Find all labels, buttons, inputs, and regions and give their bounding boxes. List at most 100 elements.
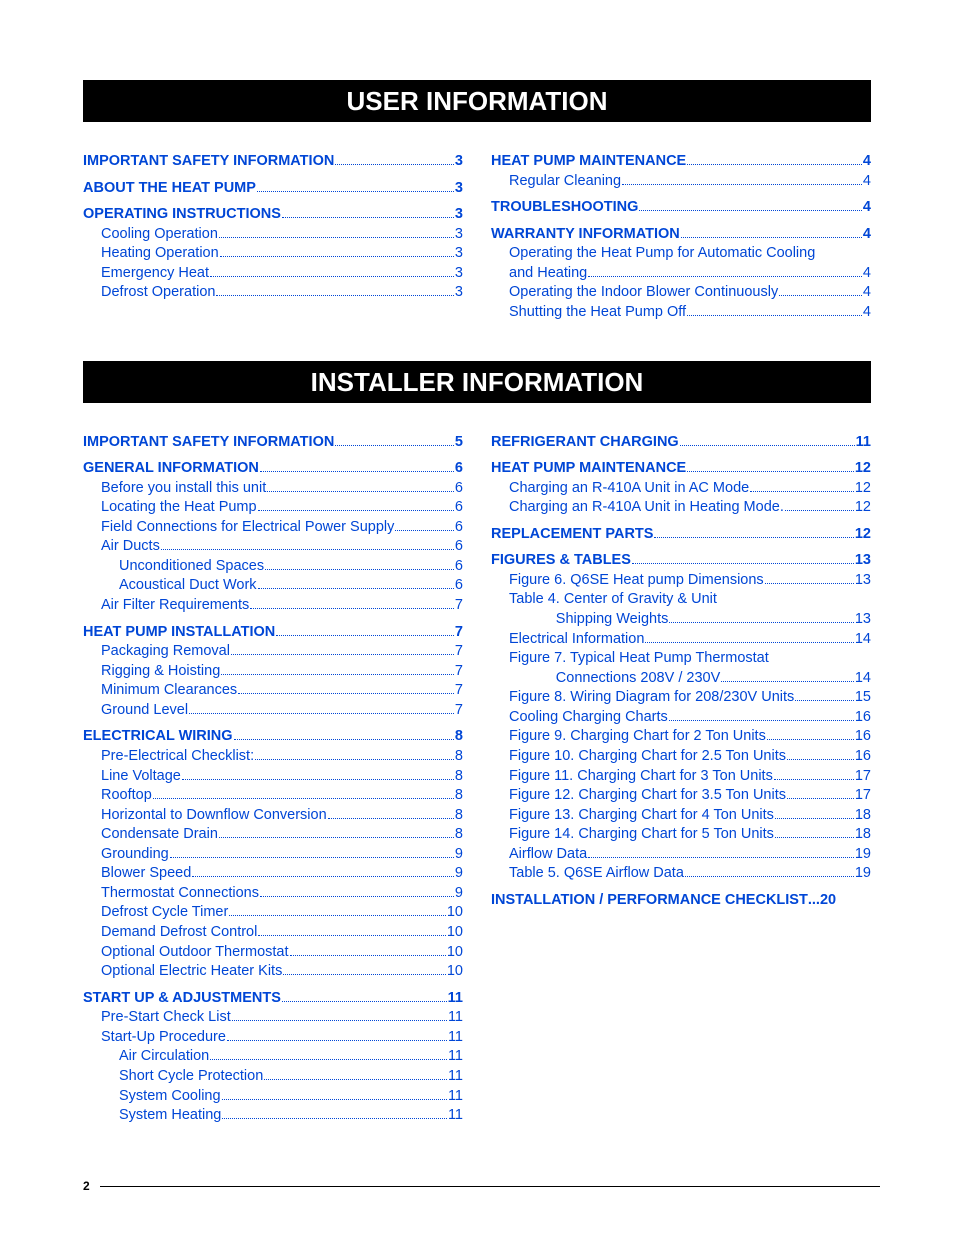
toc-entry[interactable]: System Cooling11 <box>83 1087 463 1107</box>
toc-entry[interactable]: Pre-Electrical Checklist:8 <box>83 747 463 767</box>
toc-entry[interactable]: Horizontal to Downflow Conversion8 <box>83 806 463 826</box>
toc-entry[interactable]: FIGURES & TABLES13 <box>491 551 871 571</box>
toc-entry[interactable]: HEAT PUMP INSTALLATION7 <box>83 623 463 643</box>
toc-entry[interactable]: Air Filter Requirements7 <box>83 596 463 616</box>
toc-entry[interactable]: Locating the Heat Pump6 <box>83 498 463 518</box>
toc-leader <box>219 237 454 238</box>
toc-page: 8 <box>455 825 463 845</box>
toc-entry[interactable]: Figure 13. Charging Chart for 4 Ton Unit… <box>491 806 871 826</box>
toc-entry[interactable]: Operating the Indoor Blower Continuously… <box>491 283 871 303</box>
toc-leader <box>276 635 454 636</box>
toc-entry[interactable]: Figure 10. Charging Chart for 2.5 Ton Un… <box>491 747 871 767</box>
toc-entry[interactable]: ELECTRICAL WIRING8 <box>83 727 463 747</box>
toc-leader <box>654 537 853 538</box>
toc-entry[interactable]: Figure 8. Wiring Diagram for 208/230V Un… <box>491 688 871 708</box>
toc-entry[interactable]: IMPORTANT SAFETY INFORMATION5 <box>83 433 463 453</box>
toc-entry[interactable]: Rigging & Hoisting7 <box>83 662 463 682</box>
toc-page: 4 <box>863 303 871 323</box>
toc-entry[interactable]: Heating Operation3 <box>83 244 463 264</box>
toc-page: 9 <box>455 845 463 865</box>
toc-entry[interactable]: START UP & ADJUSTMENTS11 <box>83 989 463 1009</box>
toc-page: 8 <box>455 767 463 787</box>
toc-label: Heating Operation <box>101 244 219 264</box>
toc-entry[interactable]: Figure 7. Typical Heat Pump ThermostatCo… <box>491 649 871 688</box>
toc-label: OPERATING INSTRUCTIONS <box>83 205 281 225</box>
toc-entry[interactable]: Cooling Charging Charts16 <box>491 708 871 728</box>
toc-entry[interactable]: IMPORTANT SAFETY INFORMATION3 <box>83 152 463 172</box>
toc-entry[interactable]: Figure 12. Charging Chart for 3.5 Ton Un… <box>491 786 871 806</box>
toc-label: Operating the Indoor Blower Continuously <box>509 283 778 303</box>
toc-entry[interactable]: Operating the Heat Pump for Automatic Co… <box>491 244 871 283</box>
toc-page: 16 <box>855 727 871 747</box>
toc-entry[interactable]: Air Circulation11 <box>83 1047 463 1067</box>
toc-entry[interactable]: Emergency Heat3 <box>83 264 463 284</box>
toc-entry[interactable]: Figure 9. Charging Chart for 2 Ton Units… <box>491 727 871 747</box>
toc-entry[interactable]: Minimum Clearances7 <box>83 681 463 701</box>
toc-entry[interactable]: Grounding9 <box>83 845 463 865</box>
toc-page: 3 <box>455 264 463 284</box>
toc-entry[interactable]: Field Connections for Electrical Power S… <box>83 518 463 538</box>
toc-entry[interactable]: Defrost Operation3 <box>83 283 463 303</box>
toc-leader <box>264 1079 447 1080</box>
toc-page: 11 <box>448 1047 463 1067</box>
toc-label: Operating the Heat Pump for Automatic Co… <box>509 244 815 264</box>
toc-entry[interactable]: REPLACEMENT PARTS12 <box>491 525 871 545</box>
toc-entry[interactable]: Blower Speed9 <box>83 864 463 884</box>
toc-label: REPLACEMENT PARTS <box>491 525 653 545</box>
toc-entry[interactable]: Short Cycle Protection11 <box>83 1067 463 1087</box>
toc-entry[interactable]: Airflow Data19 <box>491 845 871 865</box>
toc-entry[interactable]: WARRANTY INFORMATION4 <box>491 225 871 245</box>
toc-entry[interactable]: Acoustical Duct Work6 <box>83 576 463 596</box>
toc-entry[interactable]: Thermostat Connections9 <box>83 884 463 904</box>
toc-leader <box>216 295 453 296</box>
toc-gap <box>83 720 463 727</box>
toc-entry[interactable]: Shutting the Heat Pump Off4 <box>491 303 871 323</box>
toc-entry[interactable]: Packaging Removal7 <box>83 642 463 662</box>
toc-entry[interactable]: INSTALLATION / PERFORMANCE CHECKLIST ...… <box>491 891 871 911</box>
toc-page: 11 <box>448 1008 463 1028</box>
toc-entry[interactable]: Figure 11. Charging Chart for 3 Ton Unit… <box>491 767 871 787</box>
toc-entry[interactable]: Charging an R-410A Unit in Heating Mode.… <box>491 498 871 518</box>
toc-entry[interactable]: Line Voltage8 <box>83 767 463 787</box>
toc-entry[interactable]: Figure 14. Charging Chart for 5 Ton Unit… <box>491 825 871 845</box>
toc-page: 9 <box>455 864 463 884</box>
toc-entry[interactable]: Defrost Cycle Timer10 <box>83 903 463 923</box>
toc-page: 18 <box>855 825 871 845</box>
toc-entry[interactable]: Start-Up Procedure11 <box>83 1028 463 1048</box>
toc-entry[interactable]: TROUBLESHOOTING4 <box>491 198 871 218</box>
toc-entry[interactable]: Optional Electric Heater Kits10 <box>83 962 463 982</box>
toc-entry[interactable]: Figure 6. Q6SE Heat pump Dimensions13 <box>491 571 871 591</box>
toc-leader <box>588 857 854 858</box>
toc-entry[interactable]: Electrical Information14 <box>491 630 871 650</box>
toc-page: 4 <box>863 225 871 245</box>
toc-entry[interactable]: Rooftop8 <box>83 786 463 806</box>
toc-entry[interactable]: Air Ducts6 <box>83 537 463 557</box>
toc-page: 16 <box>855 708 871 728</box>
toc-entry[interactable]: Regular Cleaning4 <box>491 172 871 192</box>
toc-leader <box>290 955 446 956</box>
toc-entry[interactable]: System Heating11 <box>83 1106 463 1126</box>
toc-entry[interactable]: Charging an R-410A Unit in AC Mode12 <box>491 479 871 499</box>
toc-entry[interactable]: HEAT PUMP MAINTENANCE12 <box>491 459 871 479</box>
toc-page: 6 <box>455 557 463 577</box>
toc-label: Packaging Removal <box>101 642 230 662</box>
toc-entry[interactable]: Ground Level7 <box>83 701 463 721</box>
toc-entry[interactable]: GENERAL INFORMATION6 <box>83 459 463 479</box>
toc-entry[interactable]: HEAT PUMP MAINTENANCE4 <box>491 152 871 172</box>
toc-entry[interactable]: Unconditioned Spaces6 <box>83 557 463 577</box>
toc-page: 7 <box>455 623 463 643</box>
toc-entry[interactable]: Table 4. Center of Gravity & UnitShippin… <box>491 590 871 629</box>
toc-label: Figure 10. Charging Chart for 2.5 Ton Un… <box>509 747 786 767</box>
toc-entry[interactable]: Pre-Start Check List11 <box>83 1008 463 1028</box>
toc-leader <box>210 1059 447 1060</box>
toc-entry[interactable]: Table 5. Q6SE Airflow Data19 <box>491 864 871 884</box>
toc-label: Thermostat Connections <box>101 884 259 904</box>
toc-entry[interactable]: Before you install this unit6 <box>83 479 463 499</box>
toc-entry[interactable]: OPERATING INSTRUCTIONS3 <box>83 205 463 225</box>
toc-entry[interactable]: REFRIGERANT CHARGING11 <box>491 433 871 453</box>
toc-entry[interactable]: Cooling Operation3 <box>83 225 463 245</box>
toc-entry[interactable]: Demand Defrost Control10 <box>83 923 463 943</box>
toc-entry[interactable]: ABOUT THE HEAT PUMP3 <box>83 179 463 199</box>
toc-entry[interactable]: Optional Outdoor Thermostat10 <box>83 943 463 963</box>
toc-entry[interactable]: Condensate Drain8 <box>83 825 463 845</box>
